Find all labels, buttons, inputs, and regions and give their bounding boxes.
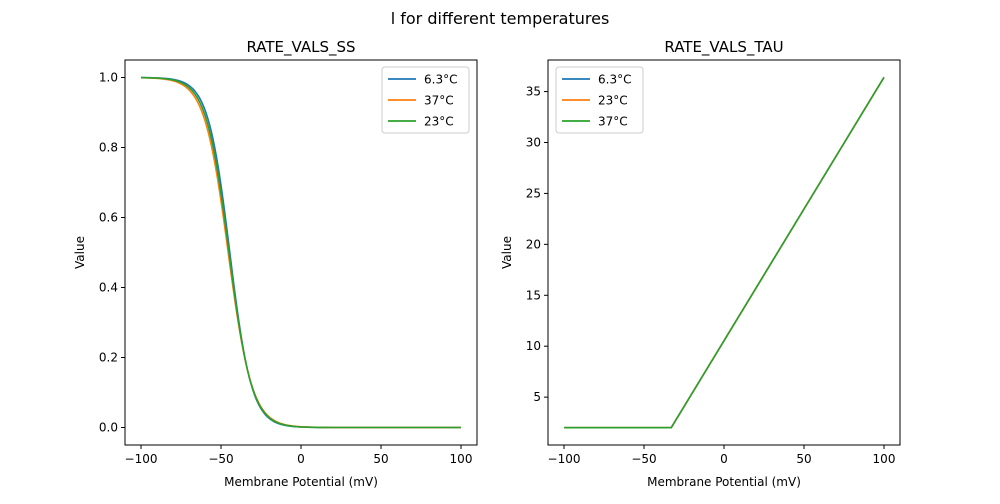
legend-label: 37°C bbox=[424, 94, 454, 108]
x-tick-label: 0 bbox=[720, 452, 728, 466]
x-axis-label: Membrane Potential (mV) bbox=[224, 475, 378, 489]
x-tick-label: 50 bbox=[373, 452, 388, 466]
axes-title: RATE_VALS_SS bbox=[246, 38, 355, 57]
y-tick-label: 0.0 bbox=[99, 421, 118, 435]
legend-label: 6.3°C bbox=[424, 73, 457, 87]
y-tick-label: 25 bbox=[526, 186, 541, 200]
legend-label: 37°C bbox=[598, 115, 628, 129]
legend-label: 23°C bbox=[598, 94, 628, 108]
y-tick-label: 35 bbox=[526, 85, 541, 99]
x-tick-label: 0 bbox=[297, 452, 305, 466]
y-tick-label: 1.0 bbox=[99, 71, 118, 85]
y-axis-label: Value bbox=[500, 236, 514, 269]
y-axis-label: Value bbox=[73, 236, 87, 269]
axes-tau: RATE_VALS_TAU −100 −50 0 50 100 5 10 15 20 25 30 35 M… bbox=[500, 38, 901, 489]
axes-ss: RATE_VALS_SS −100 −50 0 50 100 0.0 0.2 0.4 0.6 0.8… bbox=[73, 38, 478, 489]
legend-box bbox=[381, 66, 470, 134]
y-tick-label: 10 bbox=[526, 339, 541, 353]
axes-title: RATE_VALS_TAU bbox=[664, 38, 783, 57]
legend: 6.3°C 37°C 23°C bbox=[381, 66, 470, 134]
x-tick-label: −50 bbox=[631, 452, 656, 466]
legend: 6.3°C 23°C 37°C bbox=[555, 66, 644, 134]
x-tick-label: −100 bbox=[125, 452, 158, 466]
legend-label: 6.3°C bbox=[598, 73, 631, 87]
x-axis-label: Membrane Potential (mV) bbox=[647, 475, 801, 489]
y-tick-label: 15 bbox=[526, 288, 541, 302]
y-tick-label: 0.8 bbox=[99, 141, 118, 155]
y-tick-label: 20 bbox=[526, 237, 541, 251]
y-tick-label: 0.6 bbox=[99, 211, 118, 225]
y-tick-label: 0.2 bbox=[99, 351, 118, 365]
figure-title: l for different temperatures bbox=[391, 9, 610, 28]
x-tick-label: 100 bbox=[450, 452, 473, 466]
legend-box bbox=[555, 66, 644, 134]
legend-label: 23°C bbox=[424, 115, 454, 129]
series-line-2 bbox=[141, 76, 461, 429]
x-tick-label: 50 bbox=[796, 452, 811, 466]
series-line-2 bbox=[564, 76, 885, 429]
x-tick-label: −100 bbox=[548, 452, 581, 466]
y-tick-label: 0.4 bbox=[99, 281, 118, 295]
x-tick-label: −50 bbox=[208, 452, 233, 466]
y-tick-label: 5 bbox=[533, 390, 541, 404]
x-tick-label: 100 bbox=[873, 452, 896, 466]
y-tick-label: 30 bbox=[526, 136, 541, 150]
